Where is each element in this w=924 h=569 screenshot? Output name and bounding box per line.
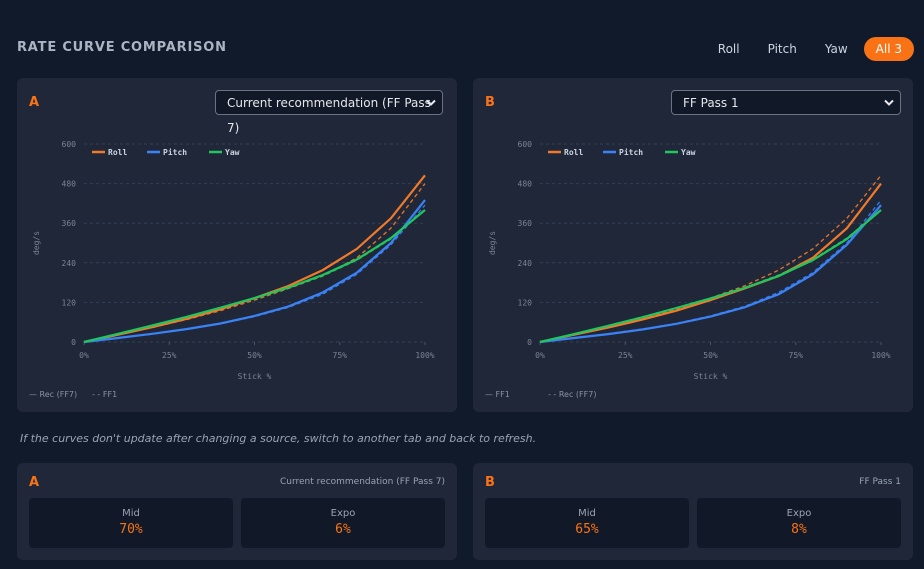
chart: 0 120 240 360 480 600 0% 25% 50% 75% 100% Stick % de… xyxy=(485,140,891,399)
line-style-legend: — Rec (FF7) xyxy=(29,390,77,399)
stat-name: Expo xyxy=(786,508,812,519)
line-style-legend: - - FF1 xyxy=(92,390,117,399)
curve-line xyxy=(83,209,426,344)
legend-label: Roll xyxy=(108,148,127,157)
y-tick-label: 360 xyxy=(518,219,533,228)
y-tick-label: 120 xyxy=(62,298,77,307)
tab[interactable]: Roll xyxy=(717,42,740,56)
line-style-legend: - - Rec (FF7) xyxy=(548,390,596,399)
x-tick-label: 50% xyxy=(247,351,262,360)
summary-label: A xyxy=(29,475,40,490)
x-axis-label: Stick % xyxy=(238,372,272,381)
y-tick-label: 600 xyxy=(62,140,77,149)
x-tick-label: 75% xyxy=(333,351,348,360)
legend-label: Yaw xyxy=(681,148,696,157)
chart: 0 120 240 360 480 600 0% 25% 50% 75% 100% Stick % de… xyxy=(29,140,435,399)
tab[interactable]: All 3 xyxy=(863,37,914,61)
y-tick-label: 120 xyxy=(518,298,533,307)
curve-line xyxy=(539,209,882,344)
stat-value: 70% xyxy=(119,522,143,537)
stat-box: Mid 65% xyxy=(485,498,689,548)
x-tick-label: 0% xyxy=(79,351,89,360)
x-axis-label: Stick % xyxy=(694,372,728,381)
source-select[interactable]: Current recommendation (FF Pass 7) xyxy=(215,90,443,135)
stat-name: Mid xyxy=(122,508,140,519)
y-tick-label: 600 xyxy=(518,140,533,149)
stat-box: Expo 8% xyxy=(697,498,901,548)
line-style-legend: — FF1 xyxy=(485,390,510,399)
compare-curve-line xyxy=(539,209,882,343)
curve-line xyxy=(83,199,426,344)
y-tick-label: 480 xyxy=(62,180,77,189)
x-tick-label: 25% xyxy=(162,351,177,360)
chart-panel: B FF Pass 1 0 120 240 360 480 600 0% 25% 50% 75% 100… xyxy=(473,78,913,412)
curve-line xyxy=(539,204,882,344)
source-select[interactable]: FF Pass 1 xyxy=(671,90,901,115)
x-tick-label: 25% xyxy=(618,351,633,360)
summary-panel: B FF Pass 1 Mid 65% Expo 8% xyxy=(473,463,913,560)
stat-name: Mid xyxy=(578,508,596,519)
y-tick-label: 480 xyxy=(518,180,533,189)
stat-box: Mid 70% xyxy=(29,498,233,548)
stat-box: Expo 6% xyxy=(241,498,445,548)
stat-value: 6% xyxy=(335,522,351,537)
tab-bar: Roll Pitch Yaw All 3 xyxy=(706,37,914,61)
y-tick-label: 240 xyxy=(518,259,533,268)
x-tick-label: 100% xyxy=(871,351,890,360)
y-tick-label: 360 xyxy=(62,219,77,228)
compare-curve-line xyxy=(83,209,426,343)
stat-value: 65% xyxy=(575,522,599,537)
compare-curve-line xyxy=(539,199,882,343)
x-tick-label: 50% xyxy=(703,351,718,360)
stat-value: 8% xyxy=(791,522,807,537)
tab[interactable]: Pitch xyxy=(767,42,797,56)
legend-label: Pitch xyxy=(619,147,643,157)
panel-label: A xyxy=(29,95,40,110)
summary-label: B xyxy=(485,475,495,490)
legend-label: Yaw xyxy=(225,148,240,157)
compare-curve-line xyxy=(83,204,426,343)
summary-source: Current recommendation (FF Pass 7) xyxy=(279,477,445,487)
page-title: RATE CURVE COMPARISON xyxy=(17,40,227,55)
compare-curve-line xyxy=(83,183,426,343)
select-value: FF Pass 1 xyxy=(683,96,739,110)
legend-label: Pitch xyxy=(163,147,187,157)
note: If the curves don't update after changin… xyxy=(20,432,537,445)
panel-label: B xyxy=(485,95,495,110)
summary-source: FF Pass 1 xyxy=(859,477,901,487)
x-tick-label: 0% xyxy=(535,351,545,360)
x-tick-label: 75% xyxy=(789,351,804,360)
chart-panel: A Current recommendation (FF Pass 7) 0 120 2… xyxy=(17,78,457,412)
legend-label: Roll xyxy=(564,148,583,157)
y-axis-label: deg/s xyxy=(488,231,497,255)
y-tick-label: 240 xyxy=(62,259,77,268)
tab[interactable]: Yaw xyxy=(824,42,848,56)
summary-panel: A Current recommendation (FF Pass 7) Mid 70… xyxy=(17,463,457,560)
stat-name: Expo xyxy=(330,508,356,519)
y-tick-label: 0 xyxy=(527,338,532,347)
y-tick-label: 0 xyxy=(71,338,76,347)
x-tick-label: 100% xyxy=(415,351,434,360)
y-axis-label: deg/s xyxy=(32,231,41,255)
select-value: Current recommendation (FF Pass 7) xyxy=(227,96,431,135)
